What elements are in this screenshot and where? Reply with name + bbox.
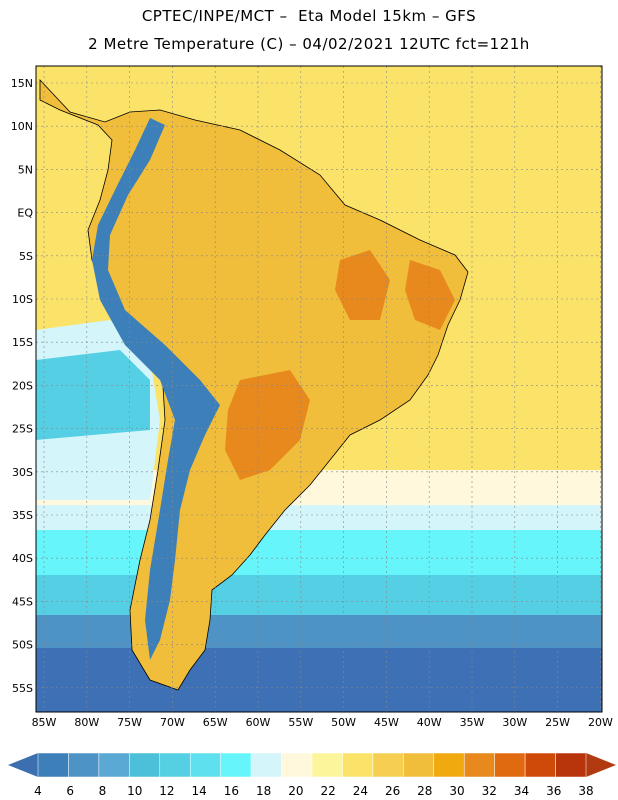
colorbar-swatch xyxy=(372,752,404,778)
longitude-label: 70W xyxy=(160,716,185,729)
longitude-label: 25W xyxy=(545,716,570,729)
graticule-grid xyxy=(36,66,602,712)
hot-region-central xyxy=(335,250,390,320)
colorbar-swatch xyxy=(98,752,130,778)
colorbar-label: 22 xyxy=(320,784,335,798)
map-plot-area xyxy=(36,66,602,712)
colorbar-label: 6 xyxy=(66,784,74,798)
hot-region-northeast xyxy=(405,260,455,330)
longitude-label: 50W xyxy=(331,716,356,729)
colorbar-label: 20 xyxy=(288,784,303,798)
colorbar-label: 38 xyxy=(578,784,593,798)
latitude-label: 40S xyxy=(12,552,33,565)
latitude-label: 30S xyxy=(12,466,33,479)
colorbar-label: 12 xyxy=(159,784,174,798)
latitude-label: 55S xyxy=(12,682,33,695)
colorbar-label: 24 xyxy=(353,784,368,798)
colorbar-low-arrow xyxy=(8,753,38,777)
colorbar-label: 4 xyxy=(34,784,42,798)
colorbar-swatch xyxy=(555,752,587,778)
longitude-label: 45W xyxy=(374,716,399,729)
colorbar-swatch xyxy=(68,752,100,778)
colorbar-boxes xyxy=(37,752,587,778)
title-line-2: 2 Metre Temperature (C) – 04/02/2021 12U… xyxy=(88,35,530,53)
hot-region-central-south xyxy=(225,370,310,480)
longitude-label: 20W xyxy=(588,716,613,729)
longitude-labels: 85W 80W 75W 70W 65W 60W 55W 50W 45W 40W 35W 30W 25W 2… xyxy=(32,716,613,729)
colorbar-swatch xyxy=(403,752,435,778)
colorbar-swatch xyxy=(250,752,282,778)
latitude-label: 5S xyxy=(19,250,33,263)
latitude-label: 50S xyxy=(12,639,33,652)
andes-cold-strip xyxy=(92,118,220,660)
latitude-label: 5N xyxy=(18,163,33,176)
colorbar-swatch xyxy=(433,752,465,778)
colorbar-swatch xyxy=(311,752,343,778)
latitude-label: 20S xyxy=(12,379,33,392)
latitude-label: 15N xyxy=(11,77,33,90)
colorbar-swatch xyxy=(342,752,374,778)
colorbar: 4 6 8 10 12 14 16 18 20 22 24 26 28 30 32 34 36 38 xyxy=(8,752,616,798)
longitude-label: 75W xyxy=(117,716,142,729)
longitude-label: 30W xyxy=(502,716,527,729)
latitude-label: 45S xyxy=(12,595,33,608)
colorbar-label: 32 xyxy=(482,784,497,798)
colorbar-label: 18 xyxy=(256,784,271,798)
latitude-label: 10S xyxy=(12,293,33,306)
latitude-label: 35S xyxy=(12,509,33,522)
longitude-label: 40W xyxy=(417,716,442,729)
colorbar-label: 26 xyxy=(385,784,400,798)
colorbar-label: 16 xyxy=(224,784,239,798)
colorbar-swatch xyxy=(494,752,526,778)
temperature-map: 15N 10N 5N EQ 5S 10S 15S 20S 25S 30S 35S 40S 45S 50S 5… xyxy=(11,65,613,729)
longitude-label: 55W xyxy=(288,716,313,729)
colorbar-swatch xyxy=(37,752,69,778)
colorbar-label: 36 xyxy=(546,784,561,798)
latitude-label: 25S xyxy=(12,423,33,436)
colorbar-label: 30 xyxy=(449,784,464,798)
title-line-1: CPTEC/INPE/MCT – Eta Model 15km – GFS xyxy=(141,7,477,25)
colorbar-swatch xyxy=(189,752,221,778)
colorbar-swatch xyxy=(220,752,252,778)
longitude-label: 35W xyxy=(460,716,485,729)
latitude-label: EQ xyxy=(17,207,33,220)
colorbar-swatch xyxy=(159,752,191,778)
colorbar-label: 28 xyxy=(417,784,432,798)
pacific-cold-water xyxy=(36,350,150,440)
colorbar-swatch xyxy=(524,752,556,778)
longitude-label: 60W xyxy=(246,716,271,729)
map-frame xyxy=(35,65,603,713)
colorbar-high-arrow xyxy=(586,753,616,777)
colorbar-label: 34 xyxy=(514,784,529,798)
ocean-polar-band xyxy=(36,648,602,712)
colorbar-swatch xyxy=(129,752,161,778)
colorbar-label: 14 xyxy=(192,784,207,798)
latitude-labels: 15N 10N 5N EQ 5S 10S 15S 20S 25S 30S 35S 40S 45S 50S 5… xyxy=(11,77,34,695)
colorbar-label: 10 xyxy=(127,784,142,798)
longitude-label: 80W xyxy=(74,716,99,729)
longitude-label: 65W xyxy=(203,716,228,729)
latitude-label: 15S xyxy=(12,336,33,349)
latitude-label: 10N xyxy=(11,120,33,133)
colorbar-swatch xyxy=(463,752,495,778)
colorbar-swatch xyxy=(281,752,313,778)
colorbar-label: 8 xyxy=(99,784,107,798)
colorbar-labels: 4 6 8 10 12 14 16 18 20 22 24 26 28 30 32 34 36 38 xyxy=(34,784,593,798)
longitude-label: 85W xyxy=(32,716,57,729)
